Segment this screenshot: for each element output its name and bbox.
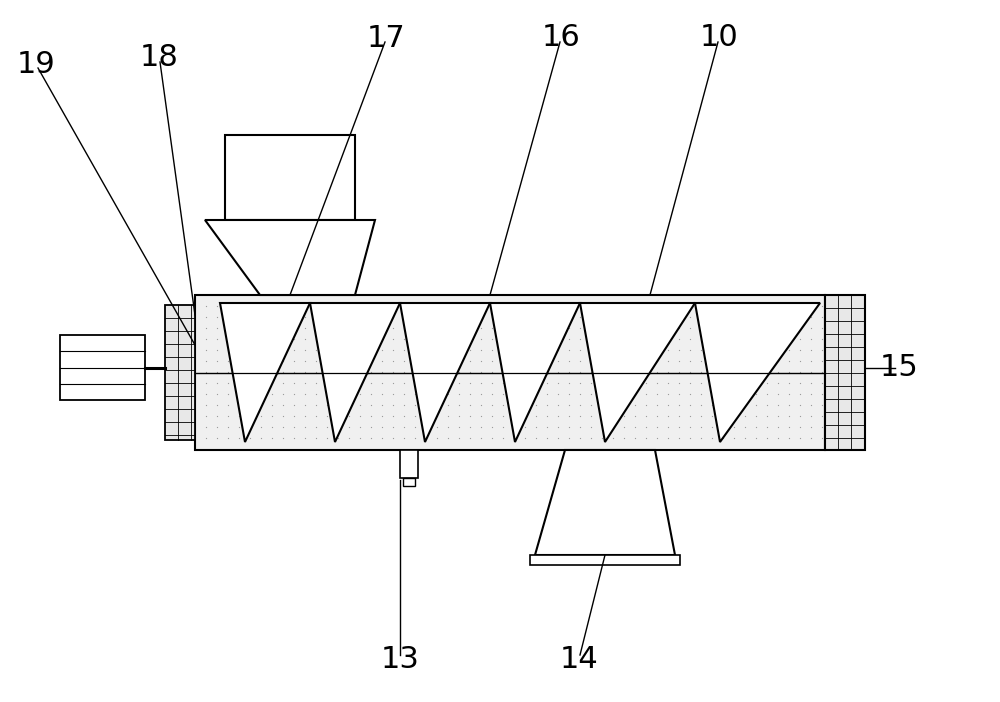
Text: 18: 18 <box>140 44 179 72</box>
Text: 13: 13 <box>381 644 419 674</box>
Text: 15: 15 <box>880 354 919 383</box>
Bar <box>60 335 145 400</box>
Polygon shape <box>535 450 675 555</box>
Text: 14: 14 <box>560 644 598 674</box>
Polygon shape <box>205 220 375 295</box>
Polygon shape <box>400 303 490 442</box>
Bar <box>530 555 680 565</box>
Text: 17: 17 <box>367 24 406 53</box>
Bar <box>225 135 355 220</box>
Polygon shape <box>580 303 695 442</box>
Text: 10: 10 <box>700 23 738 53</box>
Bar <box>400 450 418 478</box>
Bar <box>165 305 195 440</box>
Bar <box>825 295 865 450</box>
Polygon shape <box>695 303 820 442</box>
Text: 19: 19 <box>17 50 55 79</box>
Bar <box>195 295 825 450</box>
Polygon shape <box>490 303 580 442</box>
Bar <box>403 478 415 486</box>
Text: 16: 16 <box>542 23 580 53</box>
Polygon shape <box>310 303 400 442</box>
Polygon shape <box>220 303 310 442</box>
